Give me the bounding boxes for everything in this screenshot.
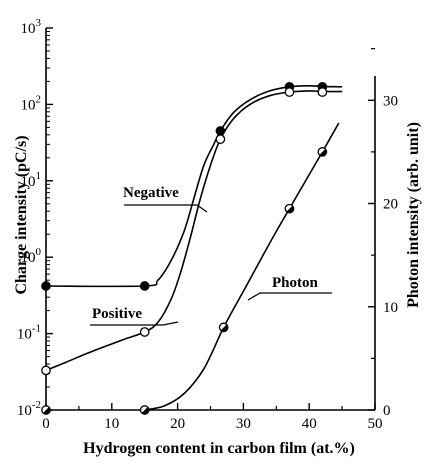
y-left-tick-label: 100: [21, 246, 42, 266]
photon-annotation-leader: [247, 292, 332, 301]
positive-point: [215, 134, 226, 145]
photon-point: [218, 322, 229, 333]
x-tick-label: 50: [368, 416, 383, 432]
y-right-tick-label: 0: [383, 403, 391, 419]
positive-point: [317, 87, 328, 97]
photon-point-fill: [286, 205, 294, 213]
photon-point: [317, 147, 328, 157]
negative-point: [41, 281, 51, 291]
photon-point-fill: [43, 407, 50, 414]
negative-curve: [45, 84, 343, 288]
photon-point: [139, 405, 150, 415]
y-left-tick-label: 102: [21, 93, 42, 113]
y-right-axis-title: Photon intensity (arb. unit): [405, 122, 422, 308]
series-curves: [45, 84, 343, 411]
negative-point: [139, 281, 150, 291]
x-axis-title: Hydrogen content in carbon film (at.%): [83, 440, 355, 457]
photon-point: [284, 203, 295, 214]
axis-ticks: 0 10 20 30 40 50 10-2 10-1 100 101 102 103 0 10 20 30: [17, 17, 398, 432]
positive-annotation-label: Positive: [92, 306, 142, 322]
positive-point: [139, 327, 150, 337]
y-left-tick-label: 10-1: [17, 323, 41, 343]
x-tick-label: 20: [170, 416, 185, 432]
y-right-tick-label: 30: [383, 93, 398, 109]
y-right-tick-label: 10: [383, 300, 398, 316]
x-tick-label: 10: [104, 416, 119, 432]
negative-annotation-leader: [124, 204, 208, 213]
photon-point-fill: [141, 407, 149, 414]
y-left-tick-label: 103: [21, 17, 42, 37]
series-annotations: Negative Positive Photon: [90, 185, 332, 326]
positive-curve: [45, 90, 343, 372]
positive-annotation-leader: [90, 321, 179, 326]
negative-annotation-label: Negative: [123, 185, 179, 201]
x-tick-label: 40: [302, 416, 317, 432]
photon-point: [41, 405, 51, 415]
x-tick-label: 30: [236, 416, 251, 432]
photon-annotation-label: Photon: [272, 275, 319, 291]
photon-point-fill: [319, 148, 327, 156]
y-left-axis-title: Charge intensity (pC/s): [13, 135, 30, 294]
photon-point-fill: [220, 324, 228, 332]
series-markers: [41, 81, 328, 415]
positive-point: [41, 365, 51, 376]
positive-point: [284, 87, 295, 97]
x-tick-label: 0: [42, 416, 50, 432]
y-left-tick-label: 101: [21, 170, 42, 190]
y-left-tick-label: 10-2: [17, 399, 41, 419]
y-right-tick-label: 20: [383, 197, 398, 213]
negative-point: [215, 126, 226, 136]
photon-curve: [144, 122, 340, 411]
